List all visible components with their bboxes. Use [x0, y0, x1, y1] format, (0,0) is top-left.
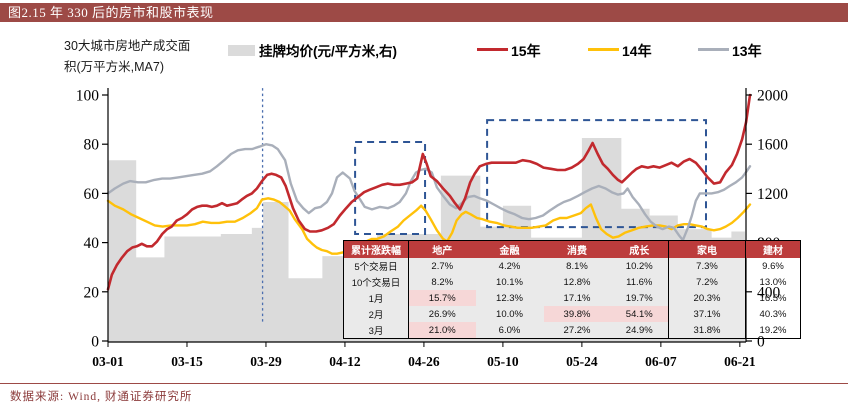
- cell-家电-1月: 20.3%: [668, 290, 746, 306]
- cell-家电-5个交易日: 7.3%: [668, 258, 746, 274]
- table-header-消费: 消费: [543, 240, 611, 258]
- cell-成长-5个交易日: 10.2%: [610, 258, 669, 274]
- table-row-10个交易日: 10个交易日 8.2% 10.1% 12.8% 11.6% 7.2% 13.0%: [343, 274, 801, 290]
- cell-金融-10个交易日: 10.1%: [475, 274, 544, 290]
- table-header-成长: 成长: [610, 240, 669, 258]
- series-line-15年: [106, 93, 752, 291]
- table-row-3月: 3月 21.0% 6.0% 27.2% 24.9% 31.8% 19.2%: [343, 322, 801, 339]
- table-row-5个交易日: 5个交易日 2.7% 4.2% 8.1% 10.2% 7.3% 9.6%: [343, 258, 801, 274]
- cell-成长-10个交易日: 11.6%: [610, 274, 669, 290]
- table-header-地产: 地产: [408, 240, 476, 258]
- figure-title: 图2.15 年 330 后的房市和股市表现: [8, 5, 214, 20]
- legend-label-14: 14年: [622, 43, 652, 59]
- x-tick-label: 05-10: [487, 354, 519, 369]
- cell-消费-2月: 39.8%: [543, 306, 611, 322]
- row-label: 1月: [343, 290, 409, 306]
- y-right-tick-label: 1200: [757, 186, 788, 203]
- y-right-tick-label: 400: [757, 284, 781, 301]
- y-left-tick-label: 60: [84, 186, 100, 203]
- x-tick-label: 06-07: [645, 354, 677, 369]
- table-header-建材: 建材: [745, 240, 801, 258]
- cell-消费-3月: 27.2%: [543, 322, 611, 339]
- cell-金融-3月: 6.0%: [475, 322, 544, 339]
- y-right-tick-label: 2000: [757, 88, 788, 105]
- table-header-row: 累计涨跌幅 地产 金融 消费 成长 家电 建材: [343, 240, 801, 258]
- cell-地产-5个交易日: 2.7%: [408, 258, 476, 274]
- figure-title-banner: 图2.15 年 330 后的房市和股市表现: [0, 3, 848, 22]
- cell-地产-3月: 21.0%: [408, 322, 476, 339]
- legend-line-swatch-14: [588, 48, 619, 51]
- table-header-累计涨跌幅: 累计涨跌幅: [343, 240, 409, 258]
- row-label: 3月: [343, 322, 409, 339]
- cell-金融-2月: 10.0%: [475, 306, 544, 322]
- legend-line-swatch-13: [698, 48, 729, 51]
- y-left-tick-label: 20: [84, 284, 100, 301]
- row-label: 2月: [343, 306, 409, 322]
- cell-家电-10个交易日: 7.2%: [668, 274, 746, 290]
- sector-returns-table: 累计涨跌幅 地产 金融 消费 成长 家电 建材 5个交易日 2.7% 4.2% 8.1% 10.2%…: [343, 240, 801, 339]
- table-row-1月: 1月 15.7% 12.3% 17.1% 19.7% 20.3% 16.5%: [343, 290, 801, 306]
- cell-建材-1月: 16.5%: [759, 292, 787, 304]
- y-left-tick-label: 0: [91, 334, 99, 351]
- x-tick-label: 03-01: [92, 354, 124, 369]
- table-body: 5个交易日 2.7% 4.2% 8.1% 10.2% 7.3% 9.6% 10个交易日 8.2%…: [343, 258, 801, 339]
- y-left-tick-label: 100: [76, 88, 100, 105]
- table-row-2月: 2月 26.9% 10.0% 39.8% 54.1% 37.1% 40.3%: [343, 306, 801, 322]
- cell-家电-2月: 37.1%: [668, 306, 746, 322]
- x-tick-label: 03-29: [250, 354, 282, 369]
- left-axis-series-label: 30大城市房地产成交面 积(万平方米,MA7): [64, 39, 191, 74]
- area-legend-label: 挂牌均价(元/平方米,右): [259, 44, 397, 59]
- x-tick-label: 04-26: [408, 354, 440, 369]
- x-tick-label: 04-12: [329, 354, 361, 369]
- table-header-金融: 金融: [475, 240, 544, 258]
- cell-成长-1月: 19.7%: [610, 290, 669, 306]
- data-source-note: 数据来源: Wind, 财通证券研究所: [10, 391, 193, 403]
- highlight-box-1: [354, 140, 427, 235]
- y-left-tick-label: 40: [84, 235, 100, 252]
- cell-成长-3月: 24.9%: [610, 322, 669, 339]
- cell-消费-5个交易日: 8.1%: [543, 258, 611, 274]
- cell-建材-3月: 19.2%: [759, 324, 787, 336]
- cell-建材-5个交易日: 9.6%: [762, 260, 784, 272]
- series-line-13年: [106, 142, 752, 242]
- table-header-家电: 家电: [668, 240, 746, 258]
- footer-divider: [0, 383, 848, 384]
- series-line-14年: [106, 197, 752, 255]
- cell-成长-2月: 54.1%: [610, 306, 669, 322]
- cell-消费-10个交易日: 12.8%: [543, 274, 611, 290]
- x-tick-label: 03-15: [171, 354, 203, 369]
- highlight-box-2: [486, 119, 707, 229]
- y-right-tick-label: 1600: [757, 137, 788, 154]
- row-label: 10个交易日: [343, 274, 409, 290]
- x-tick-label: 05-24: [566, 354, 598, 369]
- y-right-tick-label: 0: [757, 334, 765, 351]
- x-tick-label: 06-21: [724, 354, 756, 369]
- cell-地产-2月: 26.9%: [408, 306, 476, 322]
- cell-地产-10个交易日: 8.2%: [408, 274, 476, 290]
- cell-地产-1月: 15.7%: [408, 290, 476, 306]
- row-label: 5个交易日: [343, 258, 409, 274]
- cell-消费-1月: 17.1%: [543, 290, 611, 306]
- cell-建材-10个交易日: 13.0%: [759, 276, 787, 288]
- area-legend-swatch: [228, 45, 255, 56]
- cell-金融-1月: 12.3%: [475, 290, 544, 306]
- y-left-tick-label: 80: [84, 137, 100, 154]
- cell-金融-5个交易日: 4.2%: [475, 258, 544, 274]
- legend-line-swatch-15: [477, 48, 508, 51]
- cell-家电-3月: 31.8%: [668, 322, 746, 339]
- legend-label-15: 15年: [511, 43, 541, 59]
- legend-label-13: 13年: [732, 43, 762, 59]
- cell-建材-2月: 40.3%: [759, 308, 787, 320]
